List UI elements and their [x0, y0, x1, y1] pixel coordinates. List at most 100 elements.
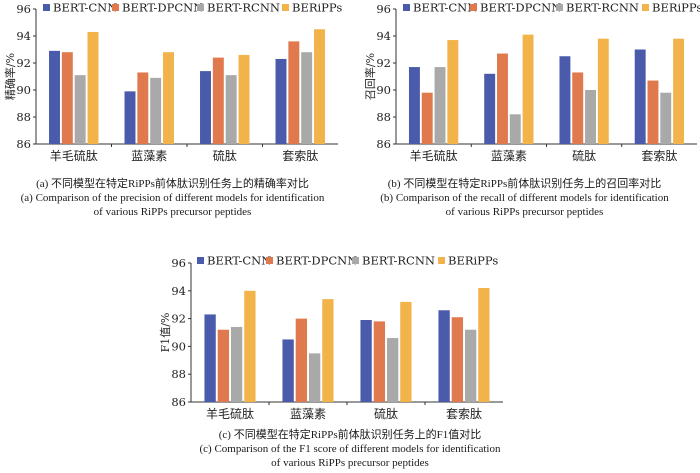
bar-beripps-1	[244, 290, 256, 402]
bar-bert-cnn-1	[408, 67, 420, 144]
bar-bert-rcnn-4	[301, 52, 313, 145]
bar-beripps-2	[322, 299, 334, 402]
legend-label-bert-dpcnn: BERT-DPCNN	[276, 254, 357, 268]
bar-bert-dpcnn-3	[572, 72, 584, 144]
legend-swatch-beripps	[282, 4, 289, 11]
bar-beripps-2	[163, 52, 174, 145]
x-category-label: 套索肽	[641, 148, 677, 163]
y-tick-label: 96	[16, 2, 31, 16]
bar-bert-cnn-4	[438, 310, 450, 402]
y-tick-label: 96	[171, 256, 186, 270]
x-category-label: 蓝藻素	[131, 149, 167, 163]
x-category-label: 蓝藻素	[491, 149, 527, 163]
y-tick-label: 92	[376, 56, 391, 70]
x-category-label: 羊毛硫肽	[206, 406, 254, 421]
legend-label-bert-dpcnn: BERT-DPCNN	[122, 1, 203, 15]
y-tick-label: 90	[376, 83, 391, 97]
bar-bert-cnn-3	[559, 56, 571, 144]
x-category-label: 蓝藻素	[290, 407, 326, 421]
legend-swatch-bert-rcnn	[352, 257, 359, 264]
y-tick-label: 90	[171, 339, 186, 353]
bar-bert-dpcnn-4	[288, 41, 300, 144]
bar-beripps-3	[238, 54, 250, 144]
bar-bert-dpcnn-1	[61, 52, 73, 145]
legend-swatch-beripps	[642, 4, 649, 11]
legend-label-beripps: BERiPPs	[292, 1, 342, 15]
y-axis-label: F1值/%	[159, 313, 172, 353]
bar-bert-dpcnn-2	[497, 53, 508, 144]
x-category-label: 羊毛硫肽	[50, 148, 98, 163]
bar-beripps-1	[87, 31, 99, 145]
y-tick-label: 92	[16, 56, 31, 70]
bar-bert-rcnn-4	[464, 329, 477, 402]
bar-bert-dpcnn-1	[421, 92, 433, 144]
y-tick-label: 92	[171, 312, 186, 326]
bar-beripps-1	[447, 40, 459, 144]
caption-c: (c) 不同模型在特定RiPPs前体肽识别任务上的F1值对比 (c) Compa…	[175, 428, 525, 470]
bar-beripps-3	[400, 301, 412, 402]
bar-bert-rcnn-3	[585, 90, 596, 144]
y-tick-label: 86	[171, 395, 186, 409]
legend-swatch-bert-rcnn	[197, 4, 204, 11]
legend-label-bert-cnn: BERT-CNN	[207, 254, 271, 268]
bar-bert-dpcnn-1	[217, 329, 230, 402]
bar-bert-rcnn-3	[386, 338, 399, 402]
bar-bert-cnn-1	[49, 50, 60, 144]
legend-label-bert-rcnn: BERT-RCNN	[566, 1, 639, 15]
legend-swatch-bert-cnn	[43, 4, 50, 11]
bar-bert-dpcnn-2	[137, 72, 149, 144]
bar-bert-cnn-3	[200, 71, 211, 144]
x-category-label: 硫肽	[213, 148, 237, 163]
legend-label-beripps: BERiPPs	[652, 1, 700, 15]
legend-swatch-bert-dpcnn	[470, 4, 477, 11]
bar-bert-cnn-1	[204, 314, 216, 402]
bar-beripps-4	[314, 29, 325, 144]
legend-label-bert-rcnn: BERT-RCNN	[207, 1, 280, 15]
y-axis-label: 召回率/%	[363, 53, 377, 100]
y-tick-label: 94	[16, 29, 31, 43]
y-tick-label: 94	[171, 284, 186, 298]
bar-bert-cnn-2	[282, 339, 294, 402]
legend-label-beripps: BERiPPs	[448, 254, 498, 268]
chart-panel-c: BERT-CNN BERT-DPCNN BERT-RCNN BERiPPs F1值/% 8…	[159, 254, 503, 421]
caption-a-en-1: (a) Comparison of the precision of diffe…	[20, 192, 325, 204]
bar-beripps-2	[522, 34, 534, 144]
legend-label-bert-rcnn: BERT-RCNN	[362, 254, 435, 268]
caption-a-cn: (a) 不同模型在特定RiPPs前体肽识别任务上的精确率对比	[36, 178, 309, 190]
y-tick-label: 86	[16, 137, 31, 151]
bar-beripps-4	[478, 288, 490, 402]
bar-bert-dpcnn-4	[647, 80, 659, 144]
bar-bert-rcnn-1	[434, 67, 446, 144]
y-tick-label: 94	[376, 29, 391, 43]
y-tick-label: 88	[171, 367, 186, 381]
bar-bert-rcnn-2	[308, 353, 321, 402]
caption-b-en-1: (b) Comparison of the recall of differen…	[380, 192, 669, 204]
legend-swatch-bert-dpcnn	[112, 4, 119, 11]
bar-bert-rcnn-2	[150, 77, 162, 144]
legend-label-bert-cnn: BERT-CNN	[53, 1, 117, 15]
bar-bert-dpcnn-3	[212, 57, 224, 144]
bar-bert-cnn-3	[360, 319, 372, 402]
bar-bert-rcnn-1	[230, 326, 243, 402]
caption-a: (a) 不同模型在特定RiPPs前体肽识别任务上的精确率对比 (a) Compa…	[0, 177, 345, 219]
legend-swatch-bert-rcnn	[556, 4, 563, 11]
y-tick-label: 96	[376, 2, 391, 16]
x-category-label: 硫肽	[374, 406, 398, 421]
bar-bert-cnn-4	[275, 58, 287, 145]
x-category-label: 羊毛硫肽	[410, 148, 458, 163]
caption-c-en-1: (c) Comparison of the F1 score of differ…	[199, 443, 501, 455]
legend-swatch-bert-dpcnn	[266, 257, 273, 264]
bar-bert-cnn-2	[124, 91, 136, 144]
x-category-label: 硫肽	[572, 148, 596, 163]
y-axis-label: 精确率/%	[3, 53, 17, 100]
bar-bert-rcnn-4	[660, 92, 672, 144]
y-tick-label: 88	[376, 110, 391, 124]
bar-bert-cnn-4	[634, 49, 646, 144]
bar-beripps-4	[673, 38, 685, 145]
y-tick-label: 88	[16, 110, 31, 124]
bar-bert-cnn-2	[484, 73, 496, 144]
caption-c-cn: (c) 不同模型在特定RiPPs前体肽识别任务上的F1值对比	[218, 429, 482, 441]
bar-bert-dpcnn-2	[295, 318, 308, 402]
legend-swatch-bert-cnn	[403, 4, 410, 11]
